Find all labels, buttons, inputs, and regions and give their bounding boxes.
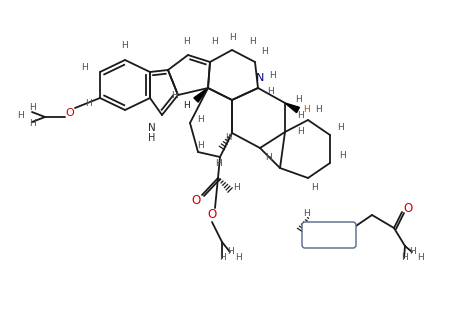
Text: H: H xyxy=(197,141,204,149)
Text: H: H xyxy=(409,248,416,256)
Text: H: H xyxy=(401,253,407,263)
Text: H: H xyxy=(183,38,190,46)
Text: O: O xyxy=(66,108,74,118)
Text: H: H xyxy=(172,91,178,99)
Text: H: H xyxy=(339,150,345,160)
Text: O: O xyxy=(403,201,413,215)
Text: H: H xyxy=(267,88,273,96)
Text: H: H xyxy=(85,98,91,108)
FancyBboxPatch shape xyxy=(302,222,356,248)
Text: N: N xyxy=(256,73,264,83)
Text: H: H xyxy=(269,71,275,79)
Text: H: H xyxy=(122,42,128,50)
Text: H: H xyxy=(234,253,241,263)
Text: H: H xyxy=(297,128,303,136)
Text: H: H xyxy=(29,119,36,129)
Text: H: H xyxy=(264,153,271,163)
Text: H: H xyxy=(417,253,424,263)
Text: H: H xyxy=(229,33,235,43)
Text: H: H xyxy=(215,159,221,167)
Text: H: H xyxy=(336,124,344,132)
Text: O: O xyxy=(191,194,201,206)
Text: H: H xyxy=(295,95,301,105)
Text: H: H xyxy=(197,115,204,125)
Text: H: H xyxy=(219,253,226,263)
Text: H: H xyxy=(225,133,231,143)
Text: H: H xyxy=(148,133,156,143)
Text: H: H xyxy=(303,106,309,114)
Text: H: H xyxy=(17,111,24,119)
Text: H: H xyxy=(212,38,219,46)
Text: H: H xyxy=(249,38,256,46)
Text: H: H xyxy=(303,209,309,217)
Text: N: N xyxy=(148,123,156,133)
Text: H: H xyxy=(81,63,88,73)
Text: H: H xyxy=(314,106,322,114)
Text: H: H xyxy=(227,248,234,256)
Text: AcO: AcO xyxy=(319,230,339,240)
Text: H: H xyxy=(262,47,268,57)
Text: H: H xyxy=(29,104,36,112)
Text: O: O xyxy=(207,209,217,221)
Polygon shape xyxy=(285,103,300,112)
Text: H: H xyxy=(297,111,303,119)
Polygon shape xyxy=(194,88,208,102)
Text: H: H xyxy=(233,183,239,193)
Text: H: H xyxy=(183,100,190,110)
Text: H: H xyxy=(312,183,318,193)
